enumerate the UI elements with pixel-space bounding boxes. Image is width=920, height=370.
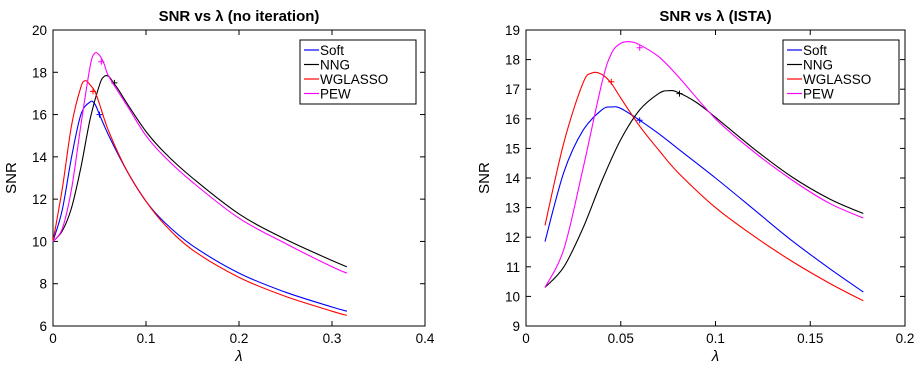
x-tick-label: 0.2 xyxy=(896,331,915,346)
legend-label: WGLASSO xyxy=(803,72,871,87)
marker-plus xyxy=(89,88,96,95)
chart-title: SNR vs λ (no iteration) xyxy=(159,8,320,25)
y-tick-label: 10 xyxy=(32,234,47,249)
y-tick-label: 18 xyxy=(32,65,47,80)
y-tick-label: 10 xyxy=(505,289,520,304)
x-axis-label: λ xyxy=(711,348,719,365)
x-tick-label: 0.3 xyxy=(323,331,342,346)
y-tick-label: 14 xyxy=(505,171,521,186)
series-line-wglasso xyxy=(52,80,348,316)
y-axis-label: SNR xyxy=(476,162,493,194)
series-lines xyxy=(544,41,864,302)
legend-label: Soft xyxy=(320,43,344,58)
legend-label: Soft xyxy=(803,43,827,58)
x-tick-label: 0.15 xyxy=(797,331,823,346)
marker-plus xyxy=(96,111,103,118)
series-line-nng xyxy=(544,89,864,288)
legend-label: NNG xyxy=(803,58,833,73)
y-tick-label: 8 xyxy=(39,277,47,292)
x-tick-label: 0.05 xyxy=(608,331,634,346)
series-line-pew xyxy=(544,41,864,288)
x-axis-label: λ xyxy=(234,348,242,365)
y-tick-label: 14 xyxy=(32,150,48,165)
axis-ticks: 0 0.1 0.2 0.3 0.4 6 8 10 12 14 16 18 20 xyxy=(32,23,435,346)
x-tick-label: 0.4 xyxy=(416,331,435,346)
y-tick-label: 9 xyxy=(512,319,520,334)
marker-plus xyxy=(636,117,643,124)
y-tick-label: 16 xyxy=(32,108,47,123)
series-line-soft xyxy=(52,100,348,312)
legend-label: PEW xyxy=(320,87,351,102)
marker-plus xyxy=(676,90,683,97)
x-tick-label: 0 xyxy=(522,331,530,346)
chart-no-iteration: SNR vs λ (no iteration) λ SNR 0 0.1 0.2 0.3… xyxy=(3,8,435,365)
series-line-nng xyxy=(52,75,348,268)
x-tick-label: 0 xyxy=(49,331,57,346)
y-tick-label: 18 xyxy=(505,53,520,68)
y-tick-label: 15 xyxy=(505,141,520,156)
legend-box xyxy=(299,39,417,105)
y-tick-label: 13 xyxy=(505,201,520,216)
y-tick-label: 19 xyxy=(505,23,520,38)
series-line-soft xyxy=(544,106,864,293)
y-tick-label: 6 xyxy=(39,319,47,334)
marker-plus xyxy=(608,78,615,85)
legend-label: NNG xyxy=(320,58,350,73)
x-tick-label: 0.1 xyxy=(137,331,156,346)
legend-box xyxy=(782,39,900,105)
chart-ista: SNR vs λ (ISTA) λ SNR 0 0.05 0.1 0.15 0.2 9 10… xyxy=(476,8,914,365)
x-tick-label: 0.1 xyxy=(706,331,725,346)
y-tick-label: 20 xyxy=(32,23,47,38)
y-axis-label: SNR xyxy=(3,162,20,194)
series-line-pew xyxy=(52,52,348,274)
x-tick-label: 0.2 xyxy=(230,331,249,346)
y-tick-label: 12 xyxy=(32,192,47,207)
chart-title: SNR vs λ (ISTA) xyxy=(659,8,771,25)
marker-plus xyxy=(636,44,643,51)
marker-plus xyxy=(98,58,105,65)
y-tick-label: 16 xyxy=(505,112,520,127)
legend-label: WGLASSO xyxy=(320,72,388,87)
y-tick-label: 12 xyxy=(505,230,520,245)
legend-label: PEW xyxy=(803,87,834,102)
series-lines xyxy=(52,52,348,316)
axis-ticks: 0 0.05 0.1 0.15 0.2 9 10 11 12 13 14 15 16 17 18 19 xyxy=(505,23,914,346)
y-tick-label: 17 xyxy=(505,82,520,97)
series-line-wglasso xyxy=(544,71,864,302)
y-tick-label: 11 xyxy=(506,260,520,275)
